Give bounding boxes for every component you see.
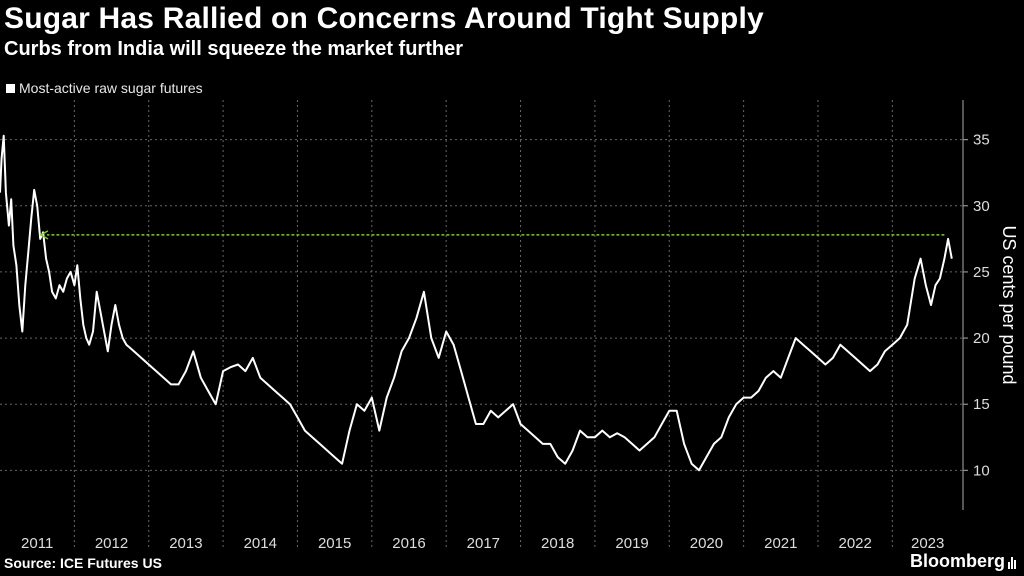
chart-subtitle: Curbs from India will squeeze the market… [4, 38, 463, 60]
x-tick-label: 2013 [169, 535, 202, 552]
x-tick-label: 2021 [764, 535, 797, 552]
tick-labels: 10 15 20 25 30 35 2011 2012 2013 2014 2015 2016 2017… [21, 132, 1019, 552]
y-tick-label: 15 [973, 396, 990, 413]
axes [962, 100, 968, 510]
x-tick-label: 2015 [318, 535, 351, 552]
series-line-sugar-futures [0, 134, 953, 472]
reference-line-layer [39, 230, 945, 240]
legend-swatch [6, 83, 15, 93]
y-tick-label: 10 [973, 462, 990, 479]
y-tick-label: 25 [973, 264, 990, 281]
y-tick-label: 20 [973, 330, 990, 347]
brand-name: Bloomberg [909, 551, 1005, 571]
x-tick-label: 2022 [838, 535, 871, 552]
y-tick-label: 35 [973, 132, 990, 149]
x-tick-label: 2017 [467, 535, 500, 552]
x-tick-label: 2019 [615, 535, 648, 552]
series-layer [0, 134, 953, 472]
x-tick-label: 2016 [392, 535, 425, 552]
legend: Most-active raw sugar futures [6, 80, 203, 96]
x-tick-label: 2011 [21, 535, 53, 552]
legend-label: Most-active raw sugar futures [19, 80, 203, 96]
bloomberg-bars-icon [1008, 555, 1016, 569]
x-tick-label: 2012 [95, 535, 128, 552]
x-tick-label: 2018 [541, 535, 574, 552]
x-tick-label: 2014 [244, 535, 277, 552]
source-note: Source: ICE Futures US [4, 555, 162, 571]
y-axis-title: US cents per pound [999, 225, 1019, 384]
bloomberg-logo: Bloomberg [910, 551, 1016, 572]
reference-arrowhead [39, 230, 49, 240]
y-tick-label: 30 [973, 198, 990, 215]
grid-lines [0, 100, 963, 548]
x-tick-label: 2020 [690, 535, 723, 552]
x-tick-label: 2023 [911, 535, 944, 552]
chart-title: Sugar Has Rallied on Concerns Around Tig… [4, 2, 764, 35]
